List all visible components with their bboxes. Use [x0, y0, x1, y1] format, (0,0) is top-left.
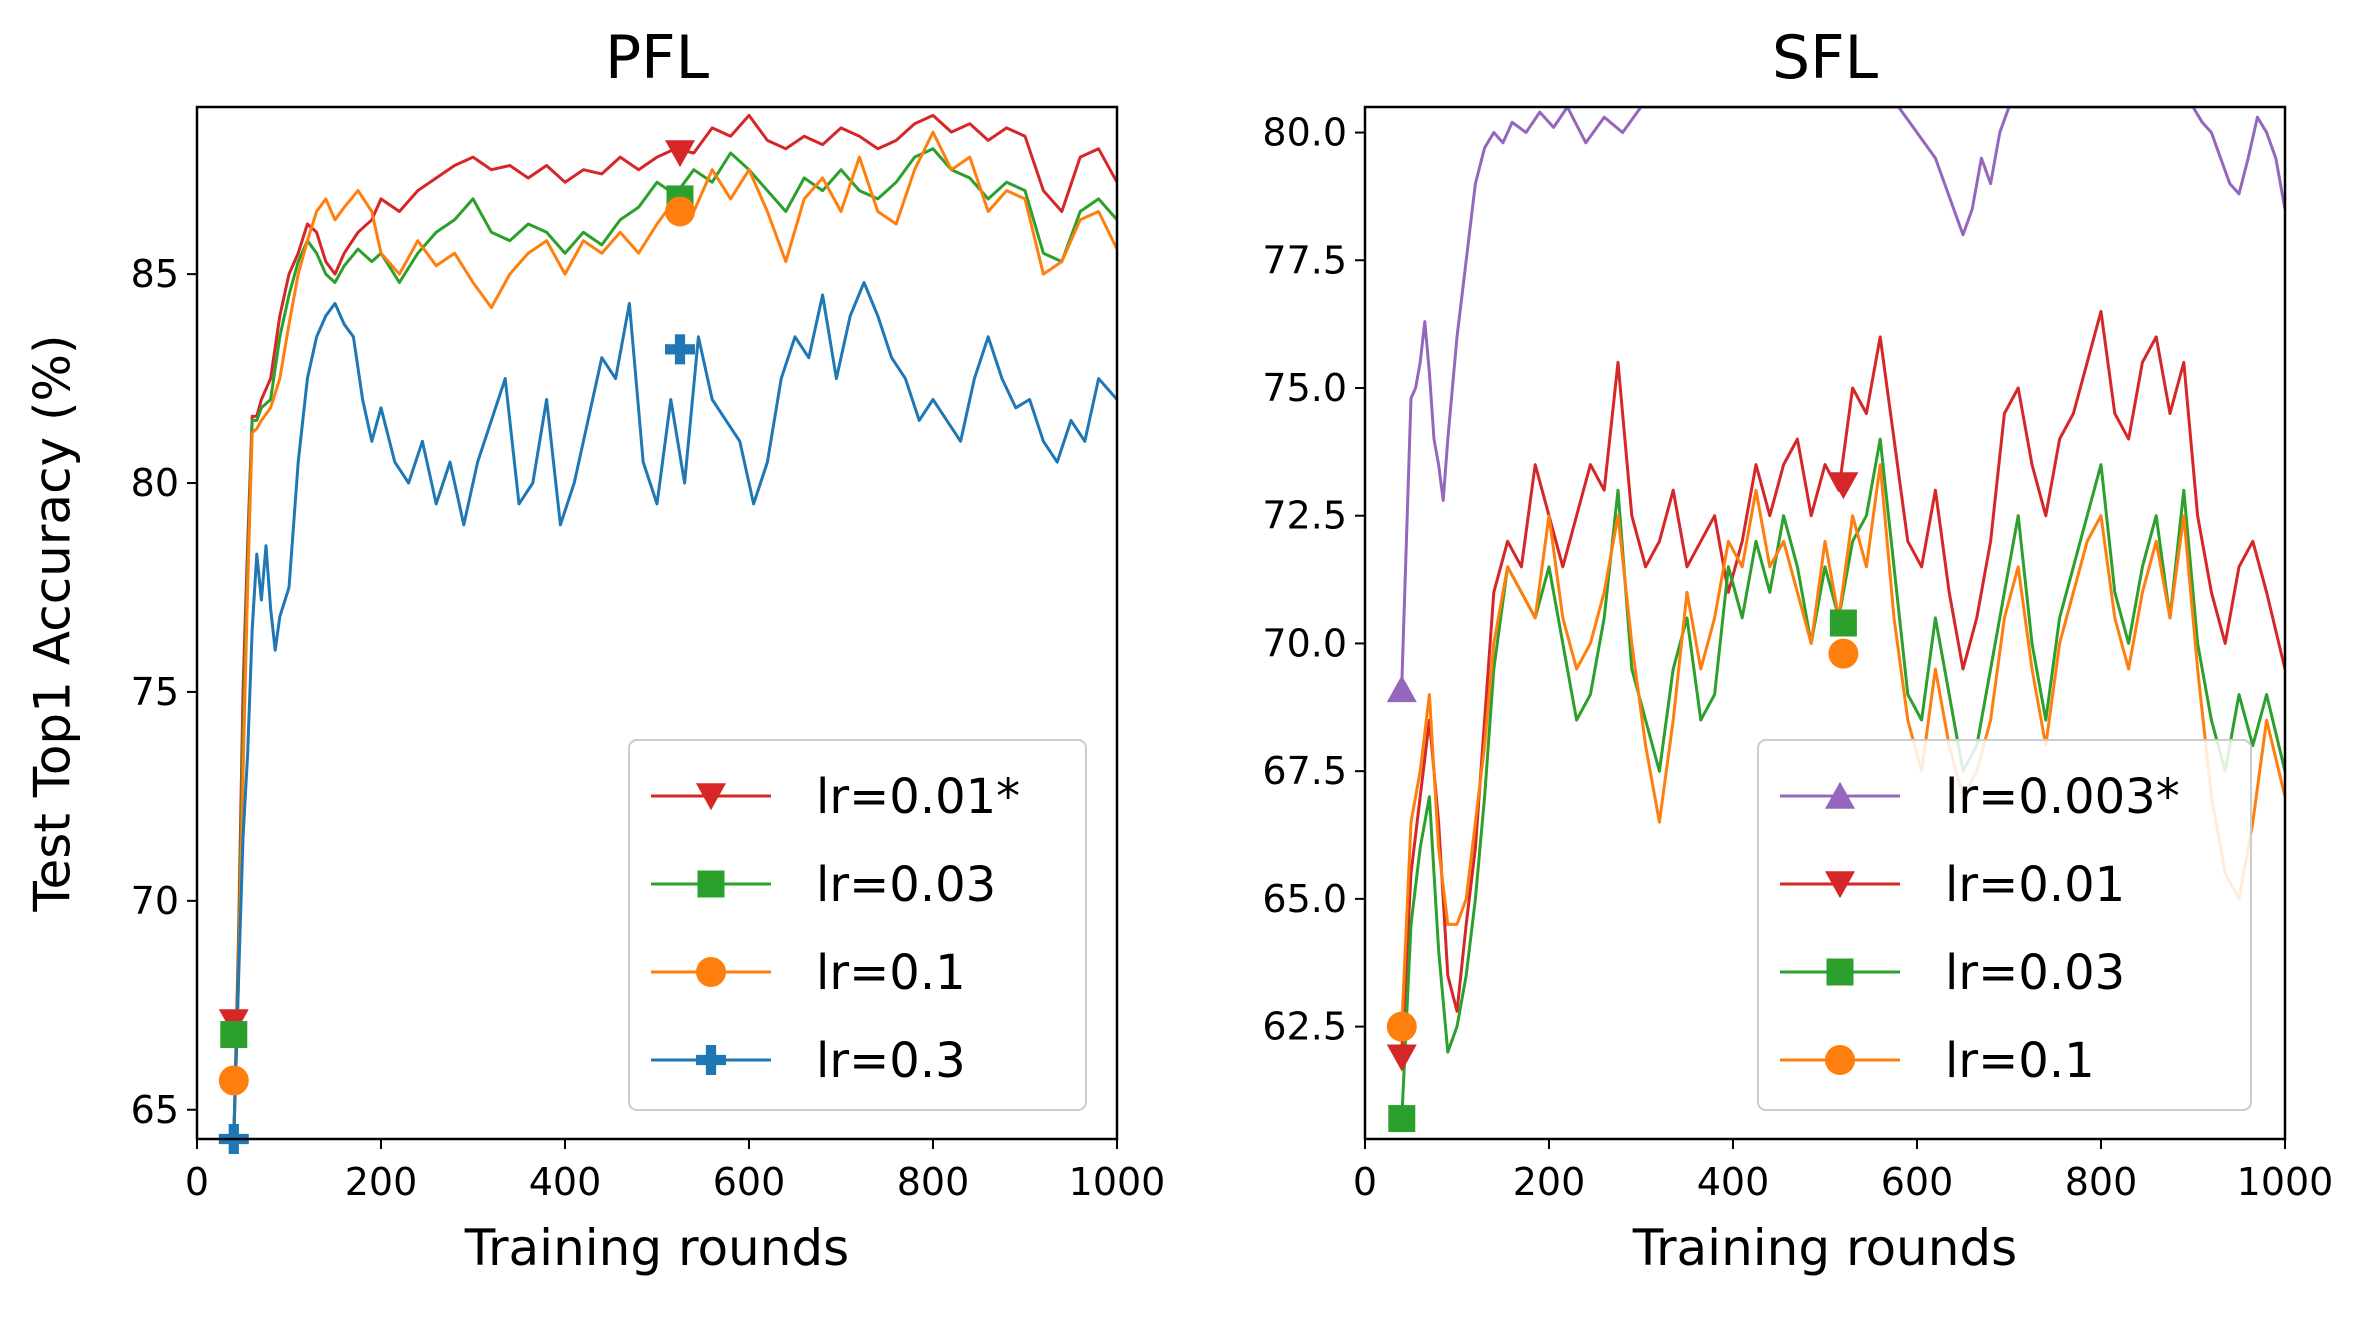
- series-marker-3: [665, 334, 695, 365]
- x-tick-label: 1000: [2237, 1160, 2334, 1204]
- legend: lr=0.01* lr=0.03 lr=0.1 lr=0.3: [628, 739, 1087, 1111]
- x-tick-label: 800: [897, 1160, 970, 1204]
- series-line-2: [232, 130, 1117, 1139]
- y-tick-label: 62.5: [1262, 1005, 1347, 1049]
- y-tick-label: 65: [131, 1088, 179, 1132]
- legend-marker: [696, 957, 726, 987]
- chart-title: SFL: [1772, 23, 1879, 93]
- y-tick-label: 75.0: [1262, 366, 1347, 410]
- plot-area: [232, 113, 1117, 1139]
- series-line-1: [232, 147, 1117, 1139]
- x-tick-label: 400: [529, 1160, 602, 1204]
- series-line-0: [232, 113, 1117, 1139]
- legend-marker: [1825, 871, 1855, 899]
- series-marker-2: [1829, 609, 1857, 637]
- x-tick-label: 400: [1697, 1160, 1770, 1204]
- y-tick-label: 67.5: [1262, 749, 1347, 793]
- series-marker-1: [220, 1021, 248, 1049]
- x-tick-label: 200: [1513, 1160, 1586, 1204]
- pfl-chart-panel: PFL 0 200 400 600 800 1000 65 70 75 80 85 Training r…: [24, 23, 1166, 1277]
- y-tick-label: 70.0: [1262, 621, 1347, 665]
- legend-marker: [1826, 958, 1854, 986]
- y-tick-label: 80.0: [1262, 111, 1347, 155]
- series-line-1: [1400, 309, 2285, 1053]
- plus-marker-bar: [674, 334, 686, 365]
- plus-marker-bar: [705, 1045, 717, 1075]
- legend-label: lr=0.03: [816, 857, 996, 913]
- y-tick-label: 70: [131, 879, 179, 923]
- legend-label: lr=0.1: [1945, 1033, 2095, 1089]
- series-marker-0: [1386, 675, 1417, 703]
- legend-box: [628, 739, 1087, 1111]
- sfl-chart-panel: SFL 0 200 400 600 800 1000 62.5 65.0 67.5 70.0 72.5…: [1262, 23, 2333, 1277]
- x-tick-label: 0: [185, 1160, 209, 1204]
- series-line-3: [232, 281, 1117, 1139]
- series-marker-0: [665, 140, 695, 168]
- x-tick-label: 1000: [1069, 1160, 1166, 1204]
- legend-label: lr=0.3: [816, 1033, 966, 1089]
- x-tick-label: 0: [1353, 1160, 1377, 1204]
- x-tick-label: 200: [345, 1160, 418, 1204]
- axes-frame: [1363, 105, 2287, 1141]
- y-axis-label: Test Top1 Accuracy (%): [24, 334, 82, 912]
- series-line-3: [1400, 463, 2285, 1027]
- legend-box: [1757, 739, 2252, 1111]
- chart-title: PFL: [605, 23, 710, 93]
- legend-marker: [696, 1045, 726, 1075]
- x-tick-label: 600: [1881, 1160, 1954, 1204]
- series-marker-2: [665, 196, 695, 227]
- legend-label: lr=0.03: [1945, 945, 2125, 1001]
- legend-label: lr=0.01*: [816, 769, 1020, 825]
- legend-marker: [696, 783, 726, 811]
- y-tick-label: 77.5: [1262, 238, 1347, 282]
- x-axis-label: Training rounds: [464, 1219, 849, 1277]
- series-line-0: [1400, 107, 2285, 685]
- legend-marker: [1825, 781, 1855, 809]
- y-tick-label: 72.5: [1262, 494, 1347, 538]
- x-tick-label: 600: [713, 1160, 786, 1204]
- legend-marker: [1825, 1045, 1855, 1075]
- legend-label: lr=0.003*: [1945, 769, 2180, 825]
- x-axis-label: Training rounds: [1632, 1219, 2017, 1277]
- series-marker-2: [1388, 1105, 1416, 1133]
- series-marker-1: [1386, 1044, 1417, 1072]
- legend: lr=0.003* lr=0.01 lr=0.03 lr=0.1: [1757, 739, 2252, 1111]
- legend-label: lr=0.1: [816, 945, 966, 1001]
- legend-label: lr=0.01: [1945, 857, 2125, 913]
- plot-area: [1400, 107, 2285, 1119]
- axes-frame: [195, 105, 1119, 1141]
- series-marker-1: [1828, 472, 1859, 500]
- y-tick-label: 65.0: [1262, 877, 1347, 921]
- legend-marker: [697, 870, 725, 898]
- series-marker-3: [1386, 1011, 1417, 1042]
- series-marker-2: [218, 1065, 249, 1096]
- y-tick-label: 75: [131, 670, 179, 714]
- x-tick-label: 800: [2065, 1160, 2138, 1204]
- series-marker-3: [1828, 638, 1859, 669]
- y-tick-label: 85: [131, 252, 179, 296]
- y-tick-label: 80: [131, 461, 179, 505]
